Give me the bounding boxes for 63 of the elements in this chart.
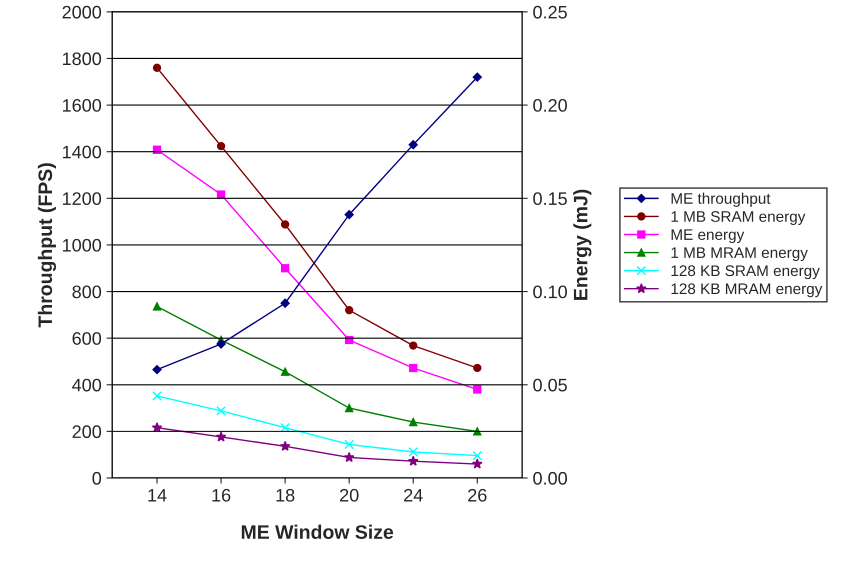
point [408,447,418,457]
point [473,364,482,372]
y-tick-label: 2000 [62,6,102,19]
y-axis-title: Throughput (FPS) [38,163,56,328]
x-tick-label: 24 [404,488,423,502]
legend-label: ME throughput [672,192,770,207]
point [152,391,162,401]
point [344,210,354,220]
point [280,220,290,229]
point [473,385,482,394]
y-tick-label: 400 [72,378,102,392]
y2-tick-label: 0.10 [533,285,567,298]
point [152,422,162,432]
point [344,452,354,462]
x-tick-label: 16 [212,488,230,502]
legend-label: 128 KB MRAM energy [672,283,822,298]
point [472,458,483,469]
point [408,140,418,150]
point [216,339,226,349]
point [216,142,226,150]
y2-tick-label: 0.00 [533,472,567,485]
point [345,306,354,314]
point [280,440,290,451]
y2-tick-label: 0.05 [533,378,567,392]
point [152,64,162,72]
point [344,440,354,450]
y-tick-label: 800 [72,285,102,298]
y-tick-label: 600 [72,332,102,345]
legend-label: 1 MB SRAM energy [672,211,806,225]
y-tick-label: 1600 [62,99,102,112]
legend-label: ME energy [672,229,744,244]
legend-label: 128 KB SRAM energy [672,265,820,280]
point [472,450,482,460]
point [280,298,290,308]
y-tick-label: 1000 [62,238,102,252]
y-tick-label: 1800 [62,52,102,66]
point [409,341,418,350]
point [409,418,418,426]
point [280,264,290,272]
y-tick-label: 1200 [62,192,102,206]
x-tick-label: 14 [148,489,167,502]
point [345,404,354,412]
point [280,368,290,376]
legend-label: 1 MB MRAM energy [672,247,808,262]
y-tick-label: 200 [72,425,102,438]
x-tick-label: 26 [468,488,487,502]
x-tick-label: 18 [276,488,294,502]
x-tick-label: 20 [340,488,359,502]
y-tick-label: 1400 [62,146,102,158]
point [152,302,162,311]
point [409,364,418,372]
point [280,422,290,433]
y2-tick-label: 0.25 [533,6,567,19]
point [152,364,162,374]
point [216,406,226,416]
point [472,72,482,82]
y2-axis-title: Energy (mJ) [573,190,592,300]
point [216,431,226,442]
y2-tick-label: 0.15 [533,192,567,206]
x-axis-title: ME Window Size [242,524,394,539]
y2-tick-label: 0.20 [533,99,567,112]
y-tick-label: 0 [92,472,102,485]
point [408,456,419,466]
